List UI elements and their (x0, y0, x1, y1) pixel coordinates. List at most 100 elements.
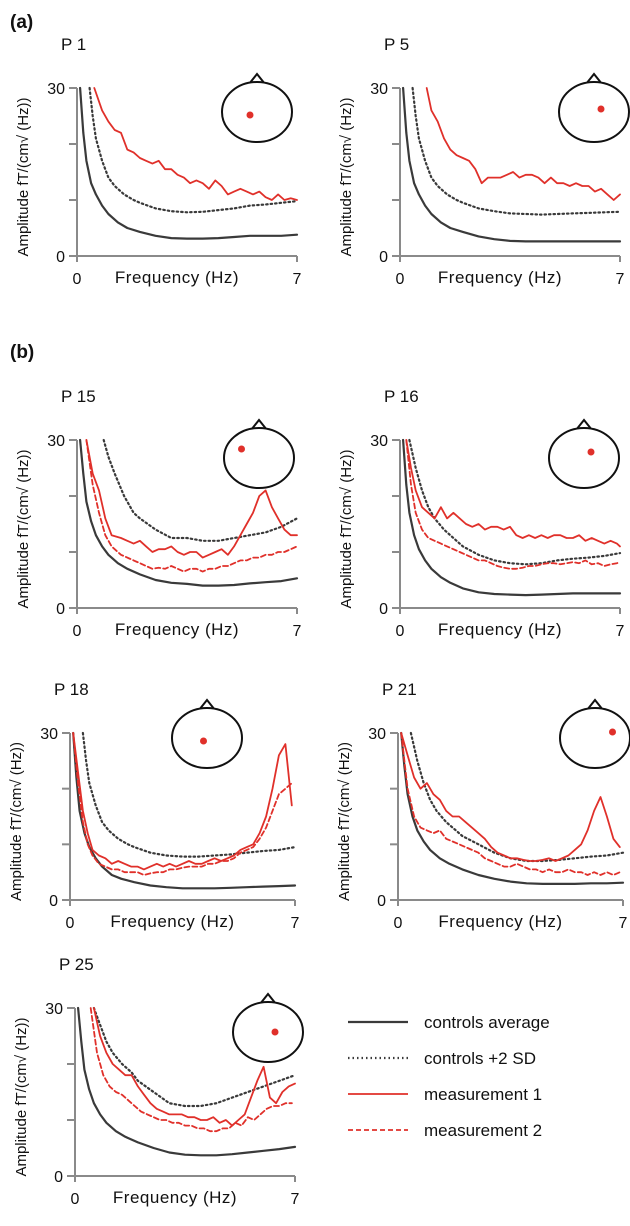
y-axis-label: Amplitude fT/(cm√ (Hz)) (15, 97, 32, 256)
series-line-avg (76, 1006, 297, 1157)
x-tick-label: 0 (73, 271, 82, 288)
x-tick-label: 7 (291, 915, 300, 932)
y-tick-label: 0 (56, 601, 65, 618)
sensor-dot (246, 111, 254, 119)
y-axis-label: Amplitude fT/(cm√ (Hz)) (8, 742, 25, 901)
series-line-m1 (93, 1007, 296, 1127)
chart-panel-6: 30 00 7 Frequency (Hz) Amplitude fT/(cm√ (Hz… (13, 955, 304, 1208)
x-axis-label: Frequency (Hz) (113, 1188, 237, 1207)
section-label-a: (a) (10, 12, 33, 33)
series-line-m2 (85, 439, 298, 573)
head-diagram-icon (221, 72, 293, 143)
series-line-avg (400, 731, 625, 886)
section-label-b: (b) (10, 342, 34, 363)
head-outline (558, 81, 630, 143)
head-outline (548, 427, 620, 489)
series-line-m1 (425, 87, 621, 201)
y-tick-label: 0 (56, 249, 65, 266)
x-axis-label: Frequency (Hz) (110, 912, 234, 931)
series-line-sd (102, 438, 299, 542)
y-tick-label: 0 (379, 249, 388, 266)
legend-label: measurement 1 (424, 1085, 542, 1104)
panel-title: P 5 (384, 35, 409, 54)
head-diagram-icon (223, 418, 295, 489)
series-line-m2 (72, 732, 293, 876)
chart-panel-0: 30 00 7 Frequency (Hz) Amplitude fT/(cm√ (Hz… (15, 35, 302, 288)
sensor-dot (597, 105, 605, 113)
chart-panel-3: 30 00 7 Frequency (Hz) Amplitude fT/(cm√ (Hz… (338, 387, 625, 640)
series-line-m2 (405, 439, 621, 570)
head-diagram-icon (559, 698, 630, 769)
y-tick-label: 30 (40, 726, 58, 743)
x-tick-label: 7 (293, 271, 302, 288)
legend-item: measurement 1 (348, 1085, 542, 1104)
series-line-sd (409, 731, 625, 863)
sensor-dot (587, 448, 595, 456)
panel-title: P 18 (54, 680, 89, 699)
series-line-sd (81, 731, 297, 858)
head-diagram-icon (171, 698, 243, 769)
y-axis-label: Amplitude fT/(cm√ (Hz)) (13, 1017, 30, 1176)
legend-item: controls average (348, 1013, 550, 1032)
head-outline (171, 707, 243, 769)
legend-label: controls average (424, 1013, 550, 1032)
series-line-m1 (85, 439, 298, 559)
series-line-m1 (72, 732, 293, 871)
x-axis-label: Frequency (Hz) (115, 620, 239, 639)
head-diagram-icon (558, 72, 630, 143)
series-line-m2 (400, 732, 621, 876)
x-tick-label: 0 (66, 915, 75, 932)
head-outline (221, 81, 293, 143)
x-axis-label: Frequency (Hz) (438, 268, 562, 287)
x-tick-label: 0 (396, 271, 405, 288)
y-axis-label: Amplitude fT/(cm√ (Hz)) (15, 449, 32, 608)
x-axis-label: Frequency (Hz) (438, 620, 562, 639)
y-tick-label: 30 (45, 1001, 63, 1018)
y-tick-label: 30 (47, 433, 65, 450)
x-tick-label: 7 (293, 623, 302, 640)
sensor-dot (609, 728, 616, 736)
head-diagram-icon (232, 992, 304, 1063)
series-line-m1 (400, 732, 621, 862)
y-tick-label: 0 (377, 893, 386, 910)
y-tick-label: 0 (49, 893, 58, 910)
y-axis-label: Amplitude fT/(cm√ (Hz)) (338, 449, 355, 608)
sensor-dot (271, 1028, 279, 1036)
chart-panel-4: 30 00 7 Frequency (Hz) Amplitude fT/(cm√ (Hz… (8, 680, 300, 932)
head-outline (223, 427, 295, 489)
series-line-sd (88, 86, 299, 214)
y-tick-label: 30 (370, 81, 388, 98)
y-axis-label: Amplitude fT/(cm√ (Hz)) (338, 97, 355, 256)
panel-title: P 15 (61, 387, 96, 406)
x-tick-label: 0 (394, 915, 403, 932)
chart-panel-1: 30 00 7 Frequency (Hz) Amplitude fT/(cm√ (Hz… (338, 35, 630, 288)
sensor-dot (200, 737, 207, 745)
legend: controls average controls +2 SD measuremen… (348, 1013, 550, 1140)
legend-item: measurement 2 (348, 1121, 542, 1140)
series-line-m1 (93, 87, 298, 201)
x-axis-label: Frequency (Hz) (438, 912, 562, 931)
head-diagram-icon (548, 418, 620, 489)
chart-panel-5: 30 00 7 Frequency (Hz) Amplitude fT/(cm√ (Hz… (336, 680, 630, 932)
series-line-sd (408, 438, 622, 566)
y-axis-label: Amplitude fT/(cm√ (Hz)) (336, 742, 353, 901)
legend-label: controls +2 SD (424, 1049, 536, 1068)
x-axis-label: Frequency (Hz) (115, 268, 239, 287)
x-tick-label: 0 (73, 623, 82, 640)
panel-title: P 1 (61, 35, 86, 54)
y-tick-label: 0 (379, 601, 388, 618)
y-tick-label: 30 (370, 433, 388, 450)
head-outline (559, 707, 630, 769)
x-tick-label: 7 (291, 1191, 300, 1208)
series-line-m1 (405, 439, 621, 548)
series-line-m2 (89, 1007, 293, 1133)
y-tick-label: 30 (368, 726, 386, 743)
series-line-avg (78, 438, 299, 587)
legend-item: controls +2 SD (348, 1049, 536, 1068)
x-tick-label: 7 (616, 271, 625, 288)
x-tick-label: 0 (396, 623, 405, 640)
series-line-avg (78, 86, 299, 240)
x-tick-label: 7 (619, 915, 628, 932)
